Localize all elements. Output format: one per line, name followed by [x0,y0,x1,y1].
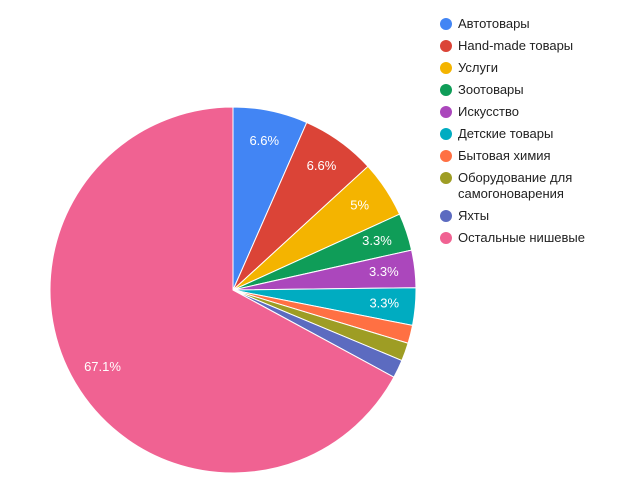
legend-label: Hand-made товары [458,38,574,53]
legend-label: Услуги [458,60,498,75]
legend-item: Услуги [440,60,615,76]
legend-label: Детские товары [458,126,554,141]
legend-item: Зоотовары [440,82,615,98]
slice-label: 3.3% [362,233,392,248]
legend-marker [440,18,452,30]
legend-item: Hand-made товары [440,38,615,54]
legend-item: Детские товары [440,126,615,142]
legend-marker [440,150,452,162]
legend-marker [440,232,452,244]
slice-label: 3.3% [369,264,399,279]
pie-slice [49,106,395,474]
slice-label: 67.1% [84,359,121,374]
slice-label: 3.3% [369,295,399,310]
slice-label: 6.6% [249,133,279,148]
legend-marker [440,62,452,74]
legend-item: Яхты [440,208,615,224]
legend: Автотовары Hand-made товары Услуги Зоотовар… [440,16,615,252]
legend-label: Зоотовары [458,82,524,97]
legend-marker [440,106,452,118]
legend-label: Остальные нишевые [458,230,585,245]
legend-item: Оборудование для самогоноварения [440,170,615,202]
legend-item: Искусство [440,104,615,120]
legend-marker [440,172,452,184]
legend-marker [440,40,452,52]
legend-item: Остальные нишевые [440,230,615,246]
legend-label: Автотовары [458,16,530,31]
legend-marker [440,210,452,222]
slice-label: 5% [350,198,369,213]
legend-label: Искусство [458,104,519,119]
legend-item: Автотовары [440,16,615,32]
slice-label: 6.6% [307,158,337,173]
legend-label: Бытовая химия [458,148,551,163]
legend-marker [440,128,452,140]
legend-item: Бытовая химия [440,148,615,164]
legend-label: Оборудование для самогоноварения [458,170,573,201]
legend-marker [440,84,452,96]
legend-label: Яхты [458,208,490,223]
